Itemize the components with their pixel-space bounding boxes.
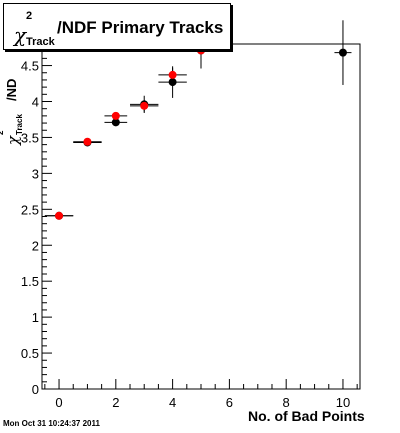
ylabel-text: /ND [4,78,19,101]
data-point-red [83,137,92,146]
data-point-black [338,48,347,57]
y-tick-label: 1.5 [21,274,39,289]
x-tick-label: 2 [112,395,119,410]
data-point-red [168,70,177,79]
title-subscript: Track [26,36,55,48]
y-tick-label: 3.5 [21,130,39,145]
x-tick-label: 0 [55,395,62,410]
footer-timestamp: Mon Oct 31 10:24:37 2011 [3,419,100,428]
x-tick-label: 6 [226,395,233,410]
title-symbol: χ [14,23,27,47]
data-point-red [140,101,149,110]
x-tick-label: 4 [169,395,176,410]
y-tick-label: 1 [32,310,39,325]
title-superscript: 2 [26,10,33,22]
ylabel-subscript: Track [15,114,24,135]
y-tick-label: 0 [32,382,39,397]
y-tick-label: 2.5 [21,202,39,217]
x-axis-label: No. of Bad Points [248,408,365,424]
chart-title: χ 2 Track /NDF Primary Tracks [3,3,231,50]
ylabel-symbol: χ [4,135,22,145]
y-tick-label: 0.5 [21,346,39,361]
data-point-black [111,118,120,127]
data-point-red [111,111,120,120]
x-tick-label: 10 [336,395,350,410]
y-tick-label: 3 [32,166,39,181]
ylabel-superscript: 2 [0,131,5,135]
x-tick-label: 8 [283,395,290,410]
title-text: /NDF Primary Tracks [57,18,224,37]
plot-frame [41,43,361,390]
y-tick-label: 2 [32,238,39,253]
y-tick-label: 4.5 [21,59,39,74]
y-tick-label: 4 [32,95,39,110]
data-point-red [55,211,64,220]
y-axis-label: χ 2 Track /ND [0,65,26,145]
